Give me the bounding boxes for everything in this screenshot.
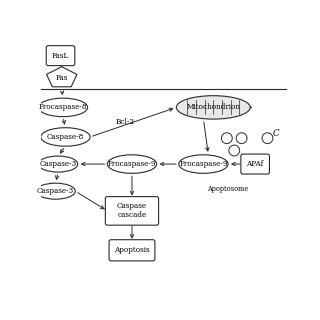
Text: Apoptosis: Apoptosis: [114, 246, 150, 254]
Ellipse shape: [41, 128, 90, 146]
FancyBboxPatch shape: [241, 154, 269, 174]
Ellipse shape: [38, 156, 78, 172]
Text: Caspase-8: Caspase-8: [47, 133, 84, 141]
Ellipse shape: [36, 183, 75, 199]
FancyBboxPatch shape: [105, 196, 159, 225]
Text: Procaspase-8: Procaspase-8: [39, 103, 87, 111]
Text: Apoptosome: Apoptosome: [207, 185, 249, 193]
Text: Caspase
cascade: Caspase cascade: [117, 202, 147, 220]
Ellipse shape: [179, 155, 228, 173]
Text: Mitochondrion: Mitochondrion: [186, 103, 240, 111]
Text: Caspase-3: Caspase-3: [37, 187, 74, 195]
Text: Fas: Fas: [56, 74, 68, 82]
Polygon shape: [46, 67, 77, 87]
Text: Caspase-3: Caspase-3: [39, 160, 76, 168]
Ellipse shape: [107, 155, 156, 173]
FancyBboxPatch shape: [109, 240, 155, 261]
Ellipse shape: [38, 98, 88, 116]
Ellipse shape: [176, 96, 250, 119]
Text: Procaspase-9: Procaspase-9: [108, 160, 156, 168]
Text: Procaspase-9: Procaspase-9: [179, 160, 228, 168]
Text: C: C: [273, 129, 279, 138]
FancyBboxPatch shape: [46, 46, 75, 66]
Text: FasL: FasL: [52, 52, 69, 60]
Text: APAf: APAf: [246, 160, 264, 168]
Text: Bcl-2: Bcl-2: [115, 118, 134, 126]
